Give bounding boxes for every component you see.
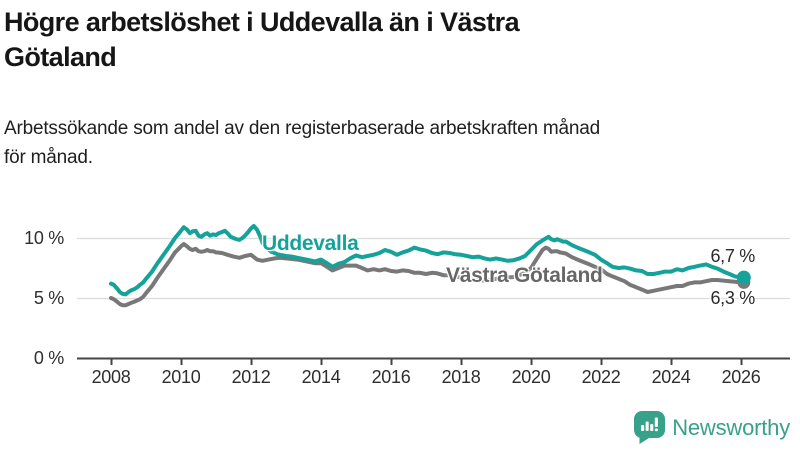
chart-subtitle-line2: för månad. bbox=[4, 147, 93, 168]
page-title-line1: Högre arbetslöshet i Uddevalla än i Väst… bbox=[4, 7, 520, 37]
x-axis-tick-label: 2008 bbox=[91, 367, 131, 387]
x-axis-tick-label: 2020 bbox=[511, 367, 551, 387]
series-label-vastra-gotaland: Västra Götaland bbox=[446, 264, 603, 287]
x-axis-tick-label: 2018 bbox=[441, 367, 481, 387]
chart-subtitle: Arbetssökande som andel av den registerb… bbox=[4, 114, 600, 172]
end-value-label-uddevalla: 6,7 % bbox=[710, 246, 755, 266]
x-axis-tick-label: 2016 bbox=[371, 367, 411, 387]
chart-subtitle-line1: Arbetssökande som andel av den registerb… bbox=[4, 118, 601, 139]
series-label-uddevalla: Uddevalla bbox=[262, 232, 359, 255]
series-line bbox=[109, 224, 746, 297]
x-axis-tick-label: 2024 bbox=[651, 367, 691, 387]
x-axis-tick-label: 2026 bbox=[721, 367, 761, 387]
y-axis-tick-label: 5 % bbox=[33, 288, 64, 308]
end-value-label-vastra-gotaland: 6,3 % bbox=[710, 288, 755, 308]
series-end-dot bbox=[736, 270, 751, 285]
x-axis-tick-label: 2014 bbox=[301, 367, 341, 387]
page-title: Högre arbetslöshet i Uddevalla än i Väst… bbox=[4, 5, 520, 75]
y-axis-tick-label: 10 % bbox=[24, 228, 64, 248]
page-title-line2: Götaland bbox=[4, 42, 117, 72]
series-line bbox=[109, 242, 746, 308]
x-axis-tick-label: 2010 bbox=[161, 367, 201, 387]
y-axis-tick-label: 0 % bbox=[33, 348, 64, 368]
x-axis-tick-label: 2012 bbox=[231, 367, 271, 387]
newsworthy-logo-icon bbox=[634, 411, 666, 444]
newsworthy-wordmark: Newsworthy bbox=[672, 414, 790, 440]
x-axis-tick-label: 2022 bbox=[581, 367, 621, 387]
newsworthy-branding: Newsworthy bbox=[634, 411, 790, 444]
